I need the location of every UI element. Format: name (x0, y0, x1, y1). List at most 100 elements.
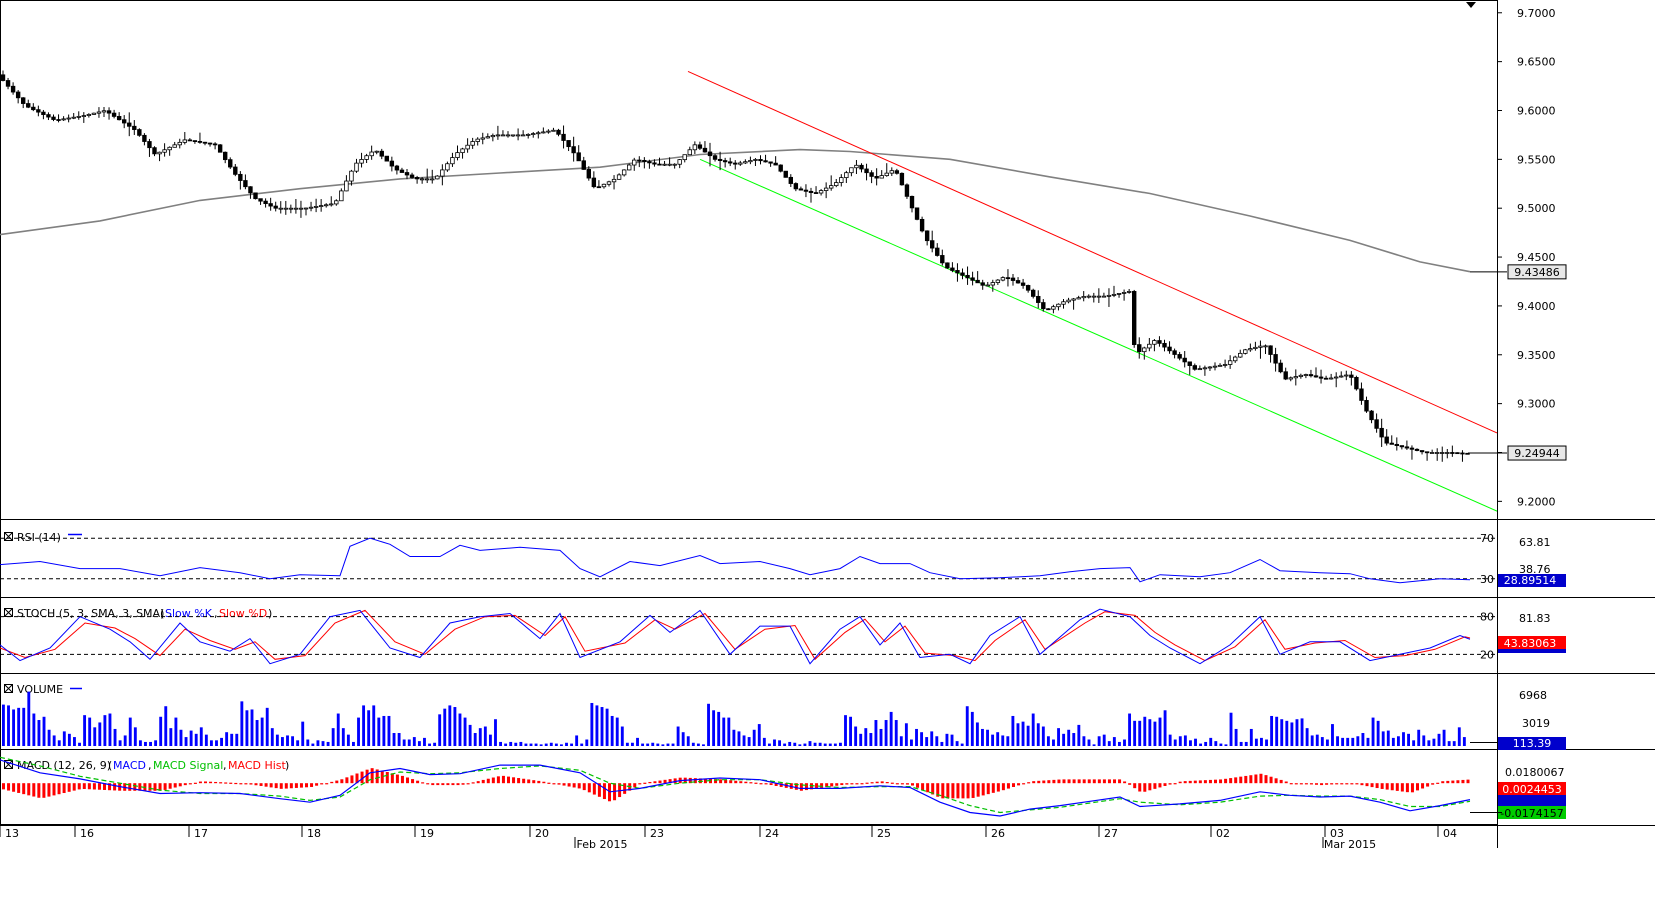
candle-body (692, 144, 698, 151)
macd-hist-bar (820, 783, 824, 788)
macd-hist-bar (1163, 783, 1167, 786)
volume-bar (970, 711, 974, 746)
candle-body (520, 134, 526, 137)
candle-body (1374, 419, 1379, 429)
macd-hist-bar (315, 783, 319, 786)
rsi-scale-label: 63.81 (1519, 536, 1551, 549)
candle-body (41, 111, 46, 115)
candle-body (445, 163, 450, 171)
volume-bar (260, 717, 264, 746)
volume-bar (1163, 710, 1167, 746)
volume-bar (818, 742, 822, 746)
candle-body (1323, 377, 1329, 380)
volume-bar (1239, 741, 1243, 746)
volume-bar (67, 733, 71, 746)
candle-body (904, 184, 910, 197)
candle-body (1207, 366, 1213, 369)
macd-hist-bar (769, 783, 773, 786)
macd-hist-bar (1203, 780, 1207, 784)
volume-bar (636, 737, 639, 746)
candle-body (743, 161, 748, 164)
macd-hist-bar (870, 782, 874, 784)
candle-body (1298, 374, 1304, 377)
day-label: 19 (420, 827, 434, 840)
volume-bar (1386, 730, 1390, 746)
volume-bar (1351, 737, 1355, 746)
candle-body (874, 175, 879, 179)
volume-bar (407, 739, 411, 746)
candle-body (551, 129, 556, 132)
rsi-last-label: 28.89514 (1504, 574, 1557, 587)
macd-hist-bar (1087, 779, 1091, 784)
macd-hist-bar (471, 782, 475, 784)
macd-hist-bar (835, 783, 839, 786)
volume-bar (362, 705, 366, 746)
macd-hist-bar (421, 782, 425, 784)
price-tick-label: 9.3000 (1517, 398, 1556, 411)
volume-bar (707, 703, 710, 746)
volume-bar (904, 723, 908, 746)
candle-body (1187, 361, 1192, 366)
candle-body (945, 262, 950, 269)
volume-bar (488, 734, 492, 746)
candle-body (192, 140, 198, 142)
macd-hist-bar (744, 781, 748, 784)
volume-bar (250, 709, 254, 746)
macd-hist-bar (1128, 783, 1132, 785)
candle-body (379, 150, 384, 157)
candle-body (1197, 368, 1203, 371)
candle-body (424, 178, 430, 181)
stoch-legend-d: Slow %D (219, 607, 267, 620)
volume-bar (737, 731, 741, 746)
volume-bar (854, 726, 858, 746)
macd-hist-bar (875, 781, 879, 784)
macd-hist-bar (108, 783, 112, 791)
candle-body (647, 161, 652, 164)
macd-hist-bar (562, 783, 566, 786)
candle-body (1248, 348, 1253, 351)
volume-bar (1407, 733, 1411, 746)
candle-body (1440, 452, 1445, 454)
candle-body (132, 125, 137, 130)
close-x-icon (4, 532, 13, 541)
volume-bar (691, 742, 695, 746)
candle-body (61, 118, 66, 121)
volume-bar (960, 743, 964, 746)
volume-bar (702, 744, 705, 746)
macd-hist-bar (754, 782, 758, 784)
macd-hist-bar (1365, 783, 1369, 787)
macd-legend-hist: MACD Hist (228, 759, 287, 772)
candle-body (586, 169, 591, 179)
candle-body (864, 168, 869, 174)
volume-bar (559, 744, 563, 746)
macd-hist-bar (67, 783, 71, 792)
candle-body (233, 166, 238, 175)
candle-body (197, 141, 203, 143)
scroll-marker-icon[interactable] (1466, 2, 1476, 8)
macd-hist-bar (204, 781, 207, 784)
macd-scale-label: 0.0180067 (1505, 766, 1565, 779)
volume-bar (1031, 713, 1035, 746)
candle-body (399, 169, 405, 173)
macd-hist-bar (719, 779, 723, 784)
ma-value-label: 9.43486 (1514, 266, 1560, 279)
macd-hist-label: 0.0024453 (1502, 783, 1562, 796)
macd-hist-bar (284, 783, 288, 789)
candle-body (1167, 346, 1172, 352)
volume-bar (828, 743, 832, 746)
candle-body (182, 139, 187, 143)
candle-body (773, 162, 778, 166)
candle-body (76, 115, 81, 118)
candle-body (1086, 295, 1091, 298)
volume-bar (965, 706, 969, 746)
macd-hist-bar (219, 782, 223, 784)
candle-body (389, 160, 395, 167)
volume-bar (1148, 719, 1152, 746)
macd-hist-bar (507, 776, 510, 784)
candle-body (677, 159, 682, 165)
candle-body (137, 129, 142, 136)
macd-hist-bar (1405, 783, 1409, 793)
volume-bar (1153, 721, 1157, 746)
candle-body (162, 149, 167, 153)
day-label: 24 (765, 827, 779, 840)
